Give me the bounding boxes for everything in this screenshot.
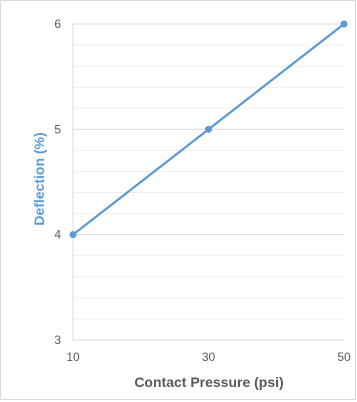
gridlines [73,23,344,341]
y-tick-label: 3 [54,333,61,347]
y-tick-label: 6 [54,17,61,31]
y-tick-label: 4 [54,228,61,242]
y-tick-label: 5 [54,122,61,136]
data-point [340,20,348,28]
x-tick-label: 30 [202,350,216,364]
series-group [69,20,348,239]
data-point [69,231,77,239]
x-tick-label: 10 [66,350,80,364]
x-axis-title: Contact Pressure (psi) [134,374,283,390]
x-tick-label: 50 [337,350,351,364]
y-axis-title: Deflection (%) [31,132,47,225]
tick-labels: 3 4 5 6 10 30 50 [54,17,351,364]
data-point [205,125,212,133]
